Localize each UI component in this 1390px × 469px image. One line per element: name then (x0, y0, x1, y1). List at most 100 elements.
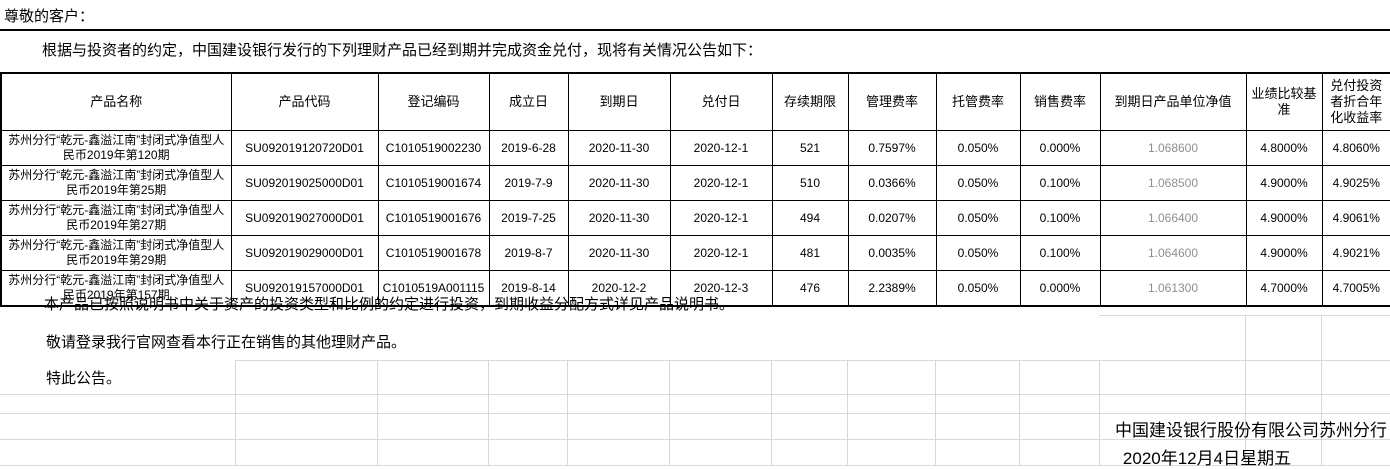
gridline (1019, 360, 1020, 466)
cell-unit-nav: 1.068600 (1099, 130, 1247, 166)
table-row: 苏州分行“乾元-鑫溢江南”封闭式净值型人民币2019年第157期 SU09201… (0, 270, 1390, 307)
cell-registration-code: C1010519002230 (377, 130, 490, 166)
cell-management-fee: 0.0035% (847, 235, 937, 271)
greeting-text: 尊敬的客户： (4, 8, 95, 25)
cell-payment-date: 2020-12-1 (669, 200, 773, 236)
cell-benchmark: 4.9000% (1245, 200, 1323, 236)
cell-product-name: 苏州分行“乾元-鑫溢江南”封闭式净值型人民币2019年第25期 (0, 165, 232, 201)
cell-product-code: SU092019029000D01 (230, 235, 379, 271)
cell-registration-code: C1010519001674 (377, 165, 490, 201)
cell-duration: 521 (771, 130, 849, 166)
note-investment: 本产品已按照说明书中关于资产的投资类型和比例的约定进行投资，到期收益分配方式详见… (44, 296, 735, 313)
cell-unit-nav: 1.066400 (1099, 200, 1247, 236)
gridline (1245, 315, 1246, 466)
cell-custody-fee: 0.050% (935, 165, 1021, 201)
cell-start-date: 2019-8-7 (488, 235, 569, 271)
gridline (0, 439, 1390, 440)
cell-product-code: SU092019157000D01 (230, 270, 379, 307)
cell-benchmark: 4.7000% (1245, 270, 1323, 307)
cell-unit-nav: 1.064600 (1099, 235, 1247, 271)
column-header-custody-fee: 托管费率 (935, 72, 1021, 131)
cell-sales-fee: 0.100% (1019, 200, 1101, 236)
cell-maturity-date: 2020-11-30 (567, 200, 671, 236)
cell-start-date: 2019-8-14 (488, 270, 569, 307)
gridline (0, 394, 1390, 395)
cell-custody-fee: 0.050% (935, 130, 1021, 166)
cell-registration-code: C1010519A001115 (377, 270, 490, 307)
cell-payment-date: 2020-12-1 (669, 235, 773, 271)
cell-duration: 476 (771, 270, 849, 307)
cell-benchmark: 4.9000% (1245, 235, 1323, 271)
note-website: 敬请登录我行官网查看本行正在销售的其他理财产品。 (46, 334, 407, 351)
cell-start-date: 2019-6-28 (488, 130, 569, 166)
signature-text: 中国建设银行股份有限公司苏州分行 (1115, 421, 1387, 440)
cell-benchmark: 4.8000% (1245, 130, 1323, 166)
cell-registration-code: C1010519001676 (377, 200, 490, 236)
gridline (1321, 315, 1322, 466)
column-header-duration: 存续期限 (771, 72, 849, 131)
gridline (0, 465, 1390, 466)
table-row: 苏州分行“乾元-鑫溢江南”封闭式净值型人民币2019年第27期 SU092019… (0, 200, 1390, 236)
cell-payment-date: 2020-12-1 (669, 165, 773, 201)
table-header-row: 产品名称 产品代码 登记编码 成立日 到期日 兑付日 存续期限 管理费率 托管费… (0, 72, 1390, 131)
cell-duration: 481 (771, 235, 849, 271)
column-header-registration-code: 登记编码 (377, 72, 490, 131)
gridline (235, 360, 236, 466)
cell-benchmark: 4.9000% (1245, 165, 1323, 201)
header-divider-line (0, 29, 1390, 31)
table-row: 苏州分行“乾元-鑫溢江南”封闭式净值型人民币2019年第120期 SU09201… (0, 130, 1390, 166)
gridline (669, 360, 670, 466)
gridline (1099, 360, 1100, 466)
cell-custody-fee: 0.050% (935, 270, 1021, 307)
cell-annualized-yield: 4.9061% (1321, 200, 1390, 236)
note-closing: 特此公告。 (46, 370, 122, 387)
column-header-sales-fee: 销售费率 (1019, 72, 1101, 131)
cell-custody-fee: 0.050% (935, 200, 1021, 236)
cell-unit-nav: 1.068500 (1099, 165, 1247, 201)
gridline (567, 360, 568, 466)
gridline (377, 360, 378, 466)
cell-duration: 494 (771, 200, 849, 236)
cell-payment-date: 2020-12-1 (669, 130, 773, 166)
cell-annualized-yield: 4.8060% (1321, 130, 1390, 166)
intro-text: 根据与投资者的约定，中国建设银行发行的下列理财产品已经到期并完成资金兑付，现将有… (42, 42, 763, 59)
cell-product-code: SU092019120720D01 (230, 130, 379, 166)
gridline (235, 360, 1390, 361)
gridline (488, 360, 489, 466)
gridline (847, 360, 848, 466)
date-text: 2020年12月4日星期五 (1122, 449, 1292, 468)
cell-unit-nav: 1.061300 (1099, 270, 1247, 307)
cell-product-code: SU092019027000D01 (230, 200, 379, 236)
column-header-benchmark: 业绩比较基准 (1245, 72, 1323, 131)
cell-maturity-date: 2020-11-30 (567, 235, 671, 271)
cell-annualized-yield: 4.9021% (1321, 235, 1390, 271)
cell-custody-fee: 0.050% (935, 235, 1021, 271)
column-header-maturity-date: 到期日 (567, 72, 671, 131)
cell-maturity-date: 2020-12-2 (567, 270, 671, 307)
cell-product-name: 苏州分行“乾元-鑫溢江南”封闭式净值型人民币2019年第120期 (0, 130, 232, 166)
table-row: 苏州分行“乾元-鑫溢江南”封闭式净值型人民币2019年第29期 SU092019… (0, 235, 1390, 271)
cell-management-fee: 0.7597% (847, 130, 937, 166)
cell-management-fee: 2.2389% (847, 270, 937, 307)
column-header-annualized-yield: 兑付投资者折合年化收益率 (1321, 72, 1390, 131)
gridline (0, 413, 1390, 414)
table-row: 苏州分行“乾元-鑫溢江南”封闭式净值型人民币2019年第25期 SU092019… (0, 165, 1390, 201)
cell-sales-fee: 0.000% (1019, 270, 1101, 307)
cell-maturity-date: 2020-11-30 (567, 165, 671, 201)
products-table: 产品名称 产品代码 登记编码 成立日 到期日 兑付日 存续期限 管理费率 托管费… (0, 72, 1390, 307)
cell-product-name: 苏州分行“乾元-鑫溢江南”封闭式净值型人民币2019年第29期 (0, 235, 232, 271)
column-header-payment-date: 兑付日 (669, 72, 773, 131)
cell-management-fee: 0.0366% (847, 165, 937, 201)
cell-sales-fee: 0.000% (1019, 130, 1101, 166)
column-header-unit-nav: 到期日产品单位净值 (1099, 72, 1247, 131)
cell-payment-date: 2020-12-3 (669, 270, 773, 307)
column-header-product-code: 产品代码 (230, 72, 379, 131)
column-header-start-date: 成立日 (488, 72, 569, 131)
gridline (771, 360, 772, 466)
cell-sales-fee: 0.100% (1019, 165, 1101, 201)
gridline (935, 360, 936, 466)
cell-product-name: 苏州分行“乾元-鑫溢江南”封闭式净值型人民币2019年第157期 (0, 270, 232, 307)
cell-annualized-yield: 4.7005% (1321, 270, 1390, 307)
cell-duration: 510 (771, 165, 849, 201)
cell-maturity-date: 2020-11-30 (567, 130, 671, 166)
